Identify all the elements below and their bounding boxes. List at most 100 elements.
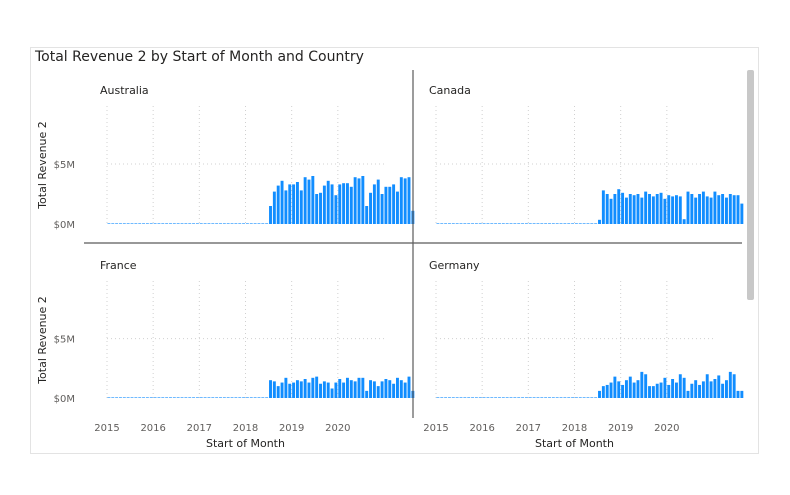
bar [396,191,399,224]
bar [172,223,176,224]
bar [211,397,215,398]
bar [269,380,272,398]
bar [732,195,736,224]
bar [571,397,575,398]
bar [651,196,655,224]
bar [272,191,276,224]
bar [694,197,698,224]
bar [655,194,659,224]
bar [725,197,728,224]
bar [176,397,180,398]
bar [498,397,501,398]
bar [721,383,725,398]
bar [219,397,222,398]
bar [295,380,299,398]
bar [392,383,396,398]
bar [636,194,640,224]
bar [153,223,157,224]
bar [288,383,292,398]
bar [440,397,444,398]
bar [617,381,621,398]
bar [659,382,663,398]
bar [701,191,705,224]
bar [467,223,471,224]
bar [215,397,219,398]
bar [119,397,122,398]
bar [345,377,349,398]
bar [444,223,448,224]
bar [222,397,226,398]
bar [384,379,388,398]
vertical-scrollbar[interactable] [747,70,754,300]
y-axis-title: Total Revenue 2 [36,296,49,385]
bar [455,223,459,224]
bar [586,223,590,224]
bar [678,196,682,224]
bar [357,377,361,398]
bar [349,380,353,398]
bar [548,223,551,224]
bar [130,397,134,398]
bar [694,380,698,398]
bar [207,397,211,398]
bar [372,184,376,224]
bar [330,388,334,398]
x-tick-label: 2017 [516,423,541,434]
bar [334,382,338,398]
bar [165,223,169,224]
bar [671,379,675,398]
y-tick-label: $0M [54,394,75,405]
bar [467,397,471,398]
bar [161,223,165,224]
bar [544,223,548,224]
bar [486,223,490,224]
bar [326,382,330,398]
bar [598,219,601,224]
bar [211,223,215,224]
bar [149,223,153,224]
bar [361,176,365,224]
bar [548,397,551,398]
bar [474,397,478,398]
bar [582,397,586,398]
x-tick-label: 2015 [94,423,119,434]
bar [705,374,709,398]
bar [682,377,686,398]
bar [195,223,199,224]
bar [594,397,598,398]
bar [288,184,292,224]
bar [111,223,115,224]
bar [736,195,740,224]
bar [369,192,372,224]
y-tick-label: $0M [54,220,75,231]
bar [498,223,501,224]
bar [238,397,242,398]
bar [361,377,365,398]
x-axis-title: Start of Month [535,437,614,450]
bar [728,371,732,398]
bar [536,397,540,398]
bar [628,194,632,224]
bar [176,223,180,224]
bar [272,381,276,398]
bar [238,223,242,224]
bar [280,382,284,398]
x-tick-label: 2019 [608,423,633,434]
bar [184,397,188,398]
bar [122,397,126,398]
bar [698,194,701,224]
bar [199,397,203,398]
bar [226,397,230,398]
bar [142,397,146,398]
bar [524,397,528,398]
bar [388,186,392,224]
bar [126,223,130,224]
bar [384,186,388,224]
bar [448,223,451,224]
bar [559,223,563,224]
bar [253,397,257,398]
bar [536,223,540,224]
bar [482,223,486,224]
bar [372,381,376,398]
bar [555,223,559,224]
